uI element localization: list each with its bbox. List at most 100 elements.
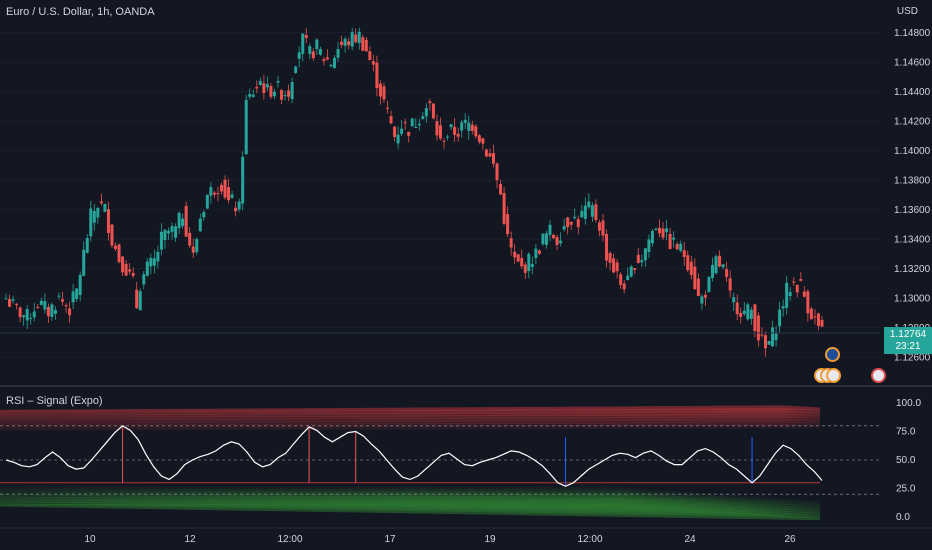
price-tick-label: 1.13400: [894, 234, 931, 245]
candle-body: [297, 52, 301, 59]
candle-body: [477, 135, 481, 142]
price-tick-label: 1.14400: [894, 87, 931, 98]
candle-body: [453, 126, 457, 135]
candle-body: [195, 238, 199, 253]
candle-body: [608, 253, 612, 263]
candle-body: [566, 217, 570, 228]
candle-body: [665, 228, 669, 233]
candle-body: [29, 318, 33, 320]
candle-body: [820, 319, 824, 327]
candle-body: [474, 126, 478, 137]
candle-body: [361, 37, 365, 51]
price-axis: 1.14800 1.14600 1.14400 1.14200 1.14000 1.138…: [894, 28, 931, 364]
time-tick-label: 17: [384, 534, 396, 545]
price-series: [4, 27, 824, 357]
price-tick-label: 1.14000: [894, 146, 931, 157]
candle-body: [569, 222, 573, 225]
candle-body: [39, 300, 43, 305]
candle-body: [202, 212, 206, 218]
candle-body: [597, 222, 601, 231]
currency-label[interactable]: USD: [896, 6, 918, 17]
candle-body: [601, 220, 605, 236]
candle-body: [219, 184, 223, 192]
candle-body: [89, 208, 93, 237]
candle-body: [580, 210, 584, 218]
candle-body: [703, 294, 707, 298]
candle-body: [181, 218, 185, 226]
candle-body: [78, 274, 82, 296]
price-tick-label: 1.13000: [894, 293, 931, 304]
indicator-title[interactable]: RSI – Signal (Expo): [6, 395, 103, 407]
candle-body: [650, 231, 654, 244]
candle-body: [301, 33, 305, 54]
overbought-band: [0, 420, 820, 429]
candle-body: [57, 295, 61, 297]
last-price-value: 1.12764: [889, 329, 927, 340]
candle-body: [640, 260, 644, 263]
overbought-band: [0, 423, 820, 431]
candle-body: [308, 46, 312, 54]
candle-body: [544, 233, 548, 245]
candle-body: [417, 123, 421, 126]
candle-body: [573, 216, 577, 219]
candle-body: [421, 116, 425, 119]
chart-title[interactable]: Euro / U.S. Dollar, 1h, OANDA: [6, 6, 155, 18]
price-tick-label: 1.13600: [894, 205, 931, 216]
time-tick-label: 12:00: [277, 534, 302, 545]
eu-event-icon[interactable]: [825, 347, 840, 362]
candle-body: [499, 183, 503, 195]
candle-body: [159, 231, 163, 250]
us-event-icon[interactable]: [826, 368, 841, 383]
candle-body: [785, 282, 789, 308]
overbought-band: [0, 415, 820, 423]
rsi-levels: [0, 425, 880, 495]
candle-body: [64, 305, 68, 307]
candle-body: [262, 83, 266, 93]
price-tick-label: 1.12600: [894, 352, 931, 363]
candle-body: [36, 306, 40, 308]
candle-body: [371, 61, 375, 65]
candle-body: [555, 237, 559, 245]
candle-body: [484, 149, 488, 157]
candle-body: [92, 211, 96, 223]
candle-body: [103, 203, 107, 212]
candle-body: [693, 266, 697, 290]
candle-body: [46, 307, 50, 317]
candle-body: [212, 192, 216, 195]
candle-body: [799, 278, 803, 281]
candle-body: [689, 261, 693, 275]
candle-body: [43, 301, 47, 310]
candle-body: [152, 258, 156, 266]
rsi-bands: [0, 405, 820, 521]
rsi-signal-markers: [122, 425, 753, 487]
candle-body: [311, 51, 315, 59]
candle-body: [25, 309, 29, 321]
rsi-tick-label: 50.0: [896, 455, 916, 466]
candle-body: [389, 116, 393, 124]
candle-body: [781, 306, 785, 309]
candle-body: [661, 228, 665, 238]
price-tick-label: 1.14600: [894, 57, 931, 68]
rsi-tick-label: 75.0: [896, 427, 916, 438]
candle-body: [714, 256, 718, 274]
candle-body: [315, 39, 319, 50]
candle-body: [506, 213, 510, 235]
candle-body: [749, 309, 753, 319]
candle-body: [18, 307, 22, 318]
candle-body: [188, 232, 192, 246]
candle-body: [428, 101, 432, 104]
candle-body: [96, 208, 100, 218]
time-tick-label: 19: [484, 534, 496, 545]
candle-body: [520, 258, 524, 267]
candle-body: [626, 275, 630, 281]
candle-body: [128, 269, 132, 272]
candle-body: [686, 255, 690, 271]
candle-body: [163, 229, 167, 241]
candle-body: [502, 192, 506, 224]
candle-body: [460, 122, 464, 131]
us-event-icon[interactable]: [871, 368, 886, 383]
candle-body: [491, 153, 495, 164]
price-tick-label: 1.13800: [894, 175, 931, 186]
candle-body: [643, 248, 647, 261]
